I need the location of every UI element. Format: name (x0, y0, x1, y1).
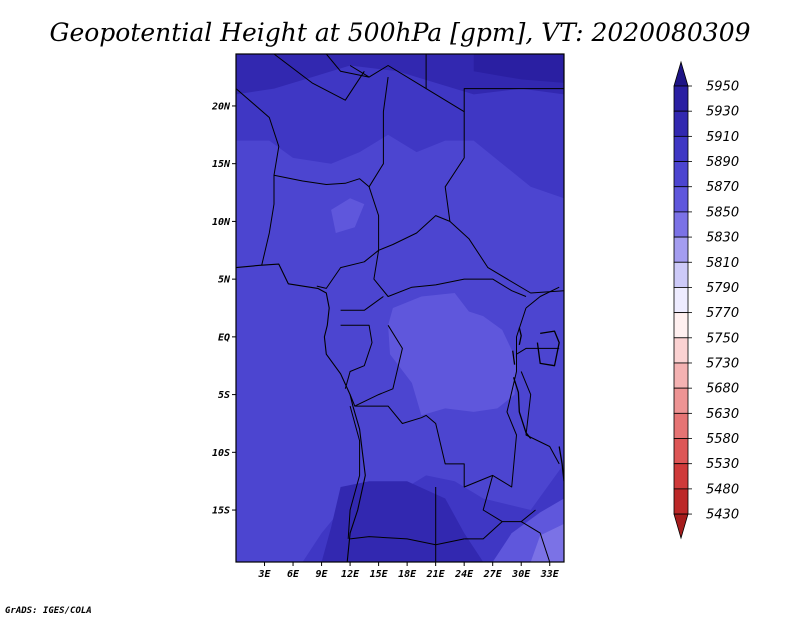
lat-tick-label: 20N (211, 101, 231, 112)
lon-tick-label: 24E (454, 569, 474, 580)
lat-tick-label: 5S (218, 390, 230, 401)
contour-fills (236, 54, 564, 562)
colorbar-swatch (673, 337, 689, 364)
coastline-segment (236, 263, 366, 562)
colorbar-swatch (673, 110, 689, 137)
colorbar-label: 5580 (706, 432, 739, 447)
colorbar-label: 5480 (706, 482, 739, 497)
lat-tick-label: 15S (212, 506, 230, 517)
lake-outline (558, 446, 564, 482)
colorbar-swatch (673, 488, 689, 515)
colorbar-label: 5850 (706, 205, 739, 220)
colorbar-swatch (673, 85, 689, 112)
lat-tick-label: EQ (218, 332, 230, 343)
country-border (463, 88, 564, 112)
colorbar-label: 5870 (706, 180, 739, 195)
grads-credit: GrADS: IGES/COLA (5, 606, 92, 616)
lon-tick-label: 33E (540, 569, 560, 580)
lat-tick-label: 10S (212, 448, 230, 459)
contour-region-5830 (530, 523, 564, 562)
colorbar-swatch (673, 161, 689, 188)
figure-title: Geopotential Height at 500hPa [gpm], VT:… (49, 18, 750, 47)
colorbar-swatch (673, 287, 689, 314)
latitude-axis: 20N 15N 10N 5N EQ 5S 10S 15S (211, 101, 236, 517)
colorbar-label: 5680 (706, 382, 739, 397)
colorbar-label: 5930 (706, 105, 739, 120)
lat-tick-label: 5N (218, 275, 231, 286)
colorbar-swatch (673, 387, 689, 414)
colorbar-swatch (673, 463, 689, 490)
country-border (349, 65, 370, 78)
country-border (525, 286, 560, 309)
longitude-axis: 3E 6E 9E 12E 15E 18E 21E 24E 27E 30E 33E (257, 562, 560, 580)
colorbar-swatch (673, 261, 689, 288)
colorbar-label: 5810 (706, 256, 739, 271)
colorbar: 5950 5930 5910 5890 5870 5850 5830 5810 5790 5770… (673, 60, 739, 540)
lon-tick-label: 27E (483, 569, 503, 580)
coastline (236, 263, 366, 562)
colorbar-swatch (673, 412, 689, 439)
lon-tick-label: 30E (511, 569, 531, 580)
colorbar-swatch (673, 211, 689, 238)
colorbar-label: 5830 (706, 231, 739, 246)
lon-tick-label: 3E (257, 569, 271, 580)
colorbar-label: 5790 (706, 281, 739, 296)
colorbar-label: 5950 (706, 80, 739, 95)
colorbar-swatch (673, 135, 689, 162)
lon-tick-label: 18E (398, 569, 417, 580)
country-border (354, 307, 527, 488)
map-panel: 20N 15N 10N 5N EQ 5S 10S 15S 3E 6E 9E 12E 15E 18E 21E… (211, 53, 565, 580)
colorbar-swatch (673, 362, 689, 389)
lake-outline (512, 350, 516, 365)
lat-tick-label: 10N (212, 217, 231, 228)
colorbar-swatch (673, 438, 689, 465)
country-border (373, 250, 527, 297)
country-border (378, 215, 451, 251)
colorbar-label: 5770 (706, 306, 739, 321)
colorbar-max-arrow (673, 60, 689, 87)
country-boundaries (236, 54, 564, 562)
colorbar-label: 5910 (706, 130, 739, 145)
lon-tick-label: 6E (287, 569, 300, 580)
lon-tick-label: 12E (341, 569, 360, 580)
colorbar-label: 5530 (706, 457, 739, 472)
colorbar-swatch (673, 236, 689, 263)
country-border (520, 371, 560, 465)
country-border (273, 174, 380, 289)
colorbar-swatch (673, 186, 689, 213)
country-border (482, 475, 503, 523)
lon-tick-label: 15E (370, 569, 389, 580)
country-border (350, 536, 465, 546)
lon-tick-label: 21E (426, 569, 446, 580)
country-border (340, 324, 373, 389)
colorbar-label: 5430 (706, 508, 739, 523)
colorbar-label: 5890 (706, 155, 739, 170)
country-border (516, 347, 560, 355)
colorbar-min-arrow (673, 513, 689, 540)
map-frame (235, 53, 565, 563)
lake-outline (518, 327, 522, 346)
colorbar-label: 5630 (706, 407, 739, 422)
contour-region-5850 (388, 293, 517, 416)
colorbar-label: 5730 (706, 356, 739, 371)
contour-region-5910 (321, 481, 484, 562)
lake-outlines (512, 327, 564, 482)
country-border (368, 77, 389, 188)
lat-tick-label: 15N (212, 159, 231, 170)
colorbar-label: 5750 (706, 331, 739, 346)
country-border (520, 521, 551, 562)
lake-outline (536, 330, 560, 367)
country-border (340, 296, 384, 311)
contour-region-5850 (331, 198, 365, 233)
lake-outline (512, 377, 532, 439)
country-border (273, 54, 365, 101)
lon-tick-label: 9E (316, 569, 329, 580)
country-border (347, 405, 361, 539)
colorbar-swatch (673, 312, 689, 339)
contour-region-5930 (473, 54, 564, 83)
country-border (349, 325, 403, 407)
